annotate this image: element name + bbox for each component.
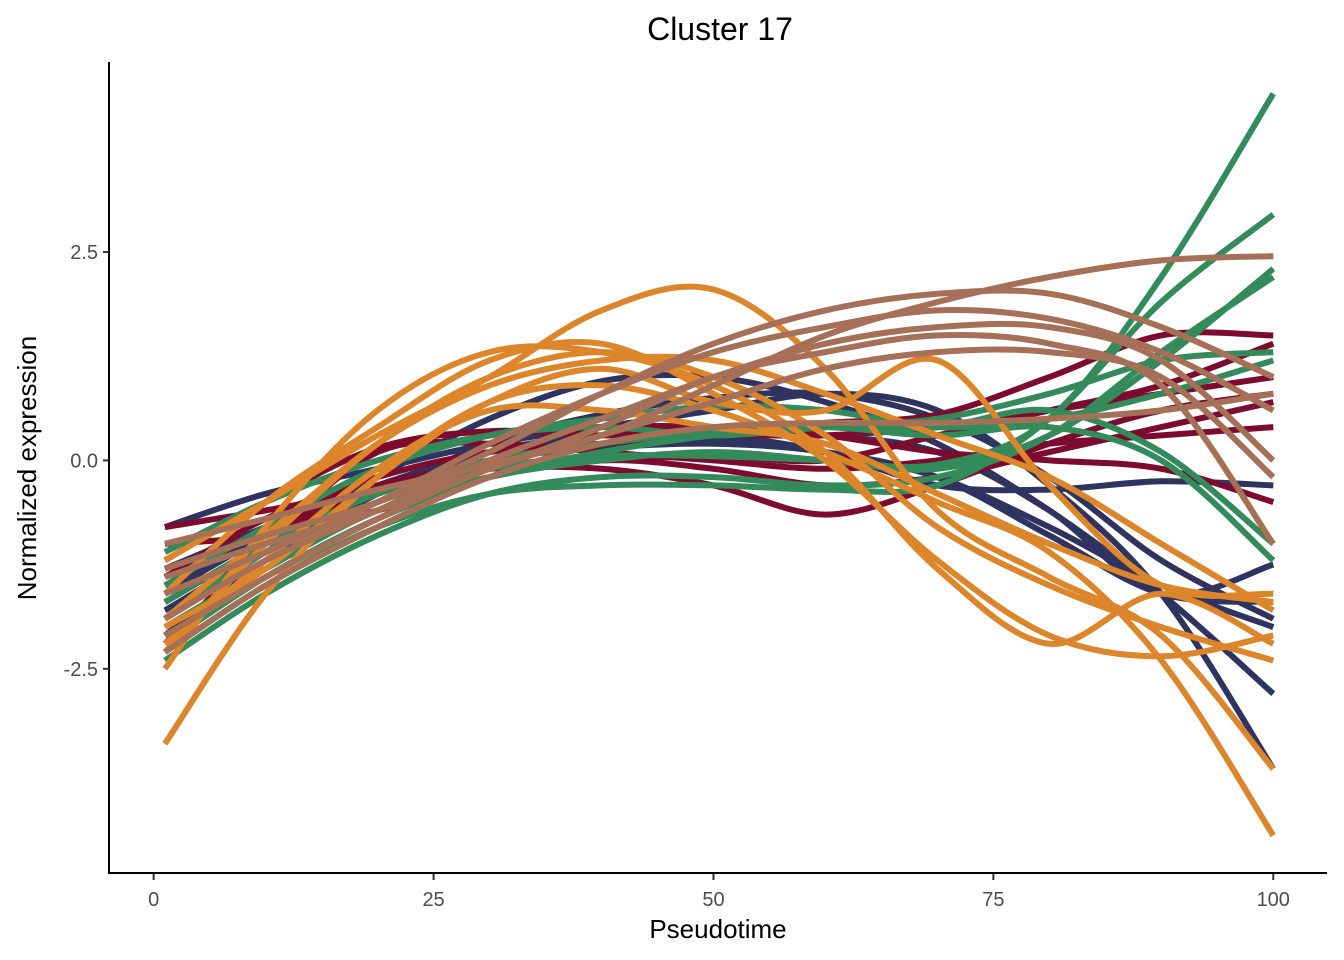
y-axis-label: Normalized expression — [12, 336, 42, 600]
x-tick-label: 75 — [982, 889, 1004, 911]
x-tick-label: 50 — [702, 889, 724, 911]
series-line-30 — [162, 353, 1275, 622]
series-line-17 — [163, 266, 1276, 630]
y-tick-label: -2.5 — [64, 659, 98, 681]
series-line-31 — [164, 253, 1274, 547]
series-line-32 — [163, 287, 1275, 572]
series-line-25 — [163, 283, 1276, 771]
x-tick-label: 0 — [148, 889, 159, 911]
x-axis-ticks: 0 25 50 75 100 — [148, 874, 1290, 911]
y-axis-ticks: 2.5 0.0 -2.5 — [64, 242, 109, 681]
y-tick-label: 0.0 — [70, 450, 98, 472]
y-tick-label: 2.5 — [70, 242, 98, 264]
series-line-22 — [163, 274, 1275, 663]
x-tick-label: 25 — [422, 889, 444, 911]
series-line-37 — [163, 390, 1274, 655]
series-line-36 — [163, 331, 1276, 580]
series-line-35 — [163, 346, 1276, 639]
series-line-29 — [162, 339, 1274, 660]
x-tick-label: 100 — [1257, 889, 1290, 911]
chart-title: Cluster 17 — [647, 11, 793, 47]
x-axis-label: Pseudotime — [649, 914, 786, 944]
series-lines — [162, 92, 1276, 838]
